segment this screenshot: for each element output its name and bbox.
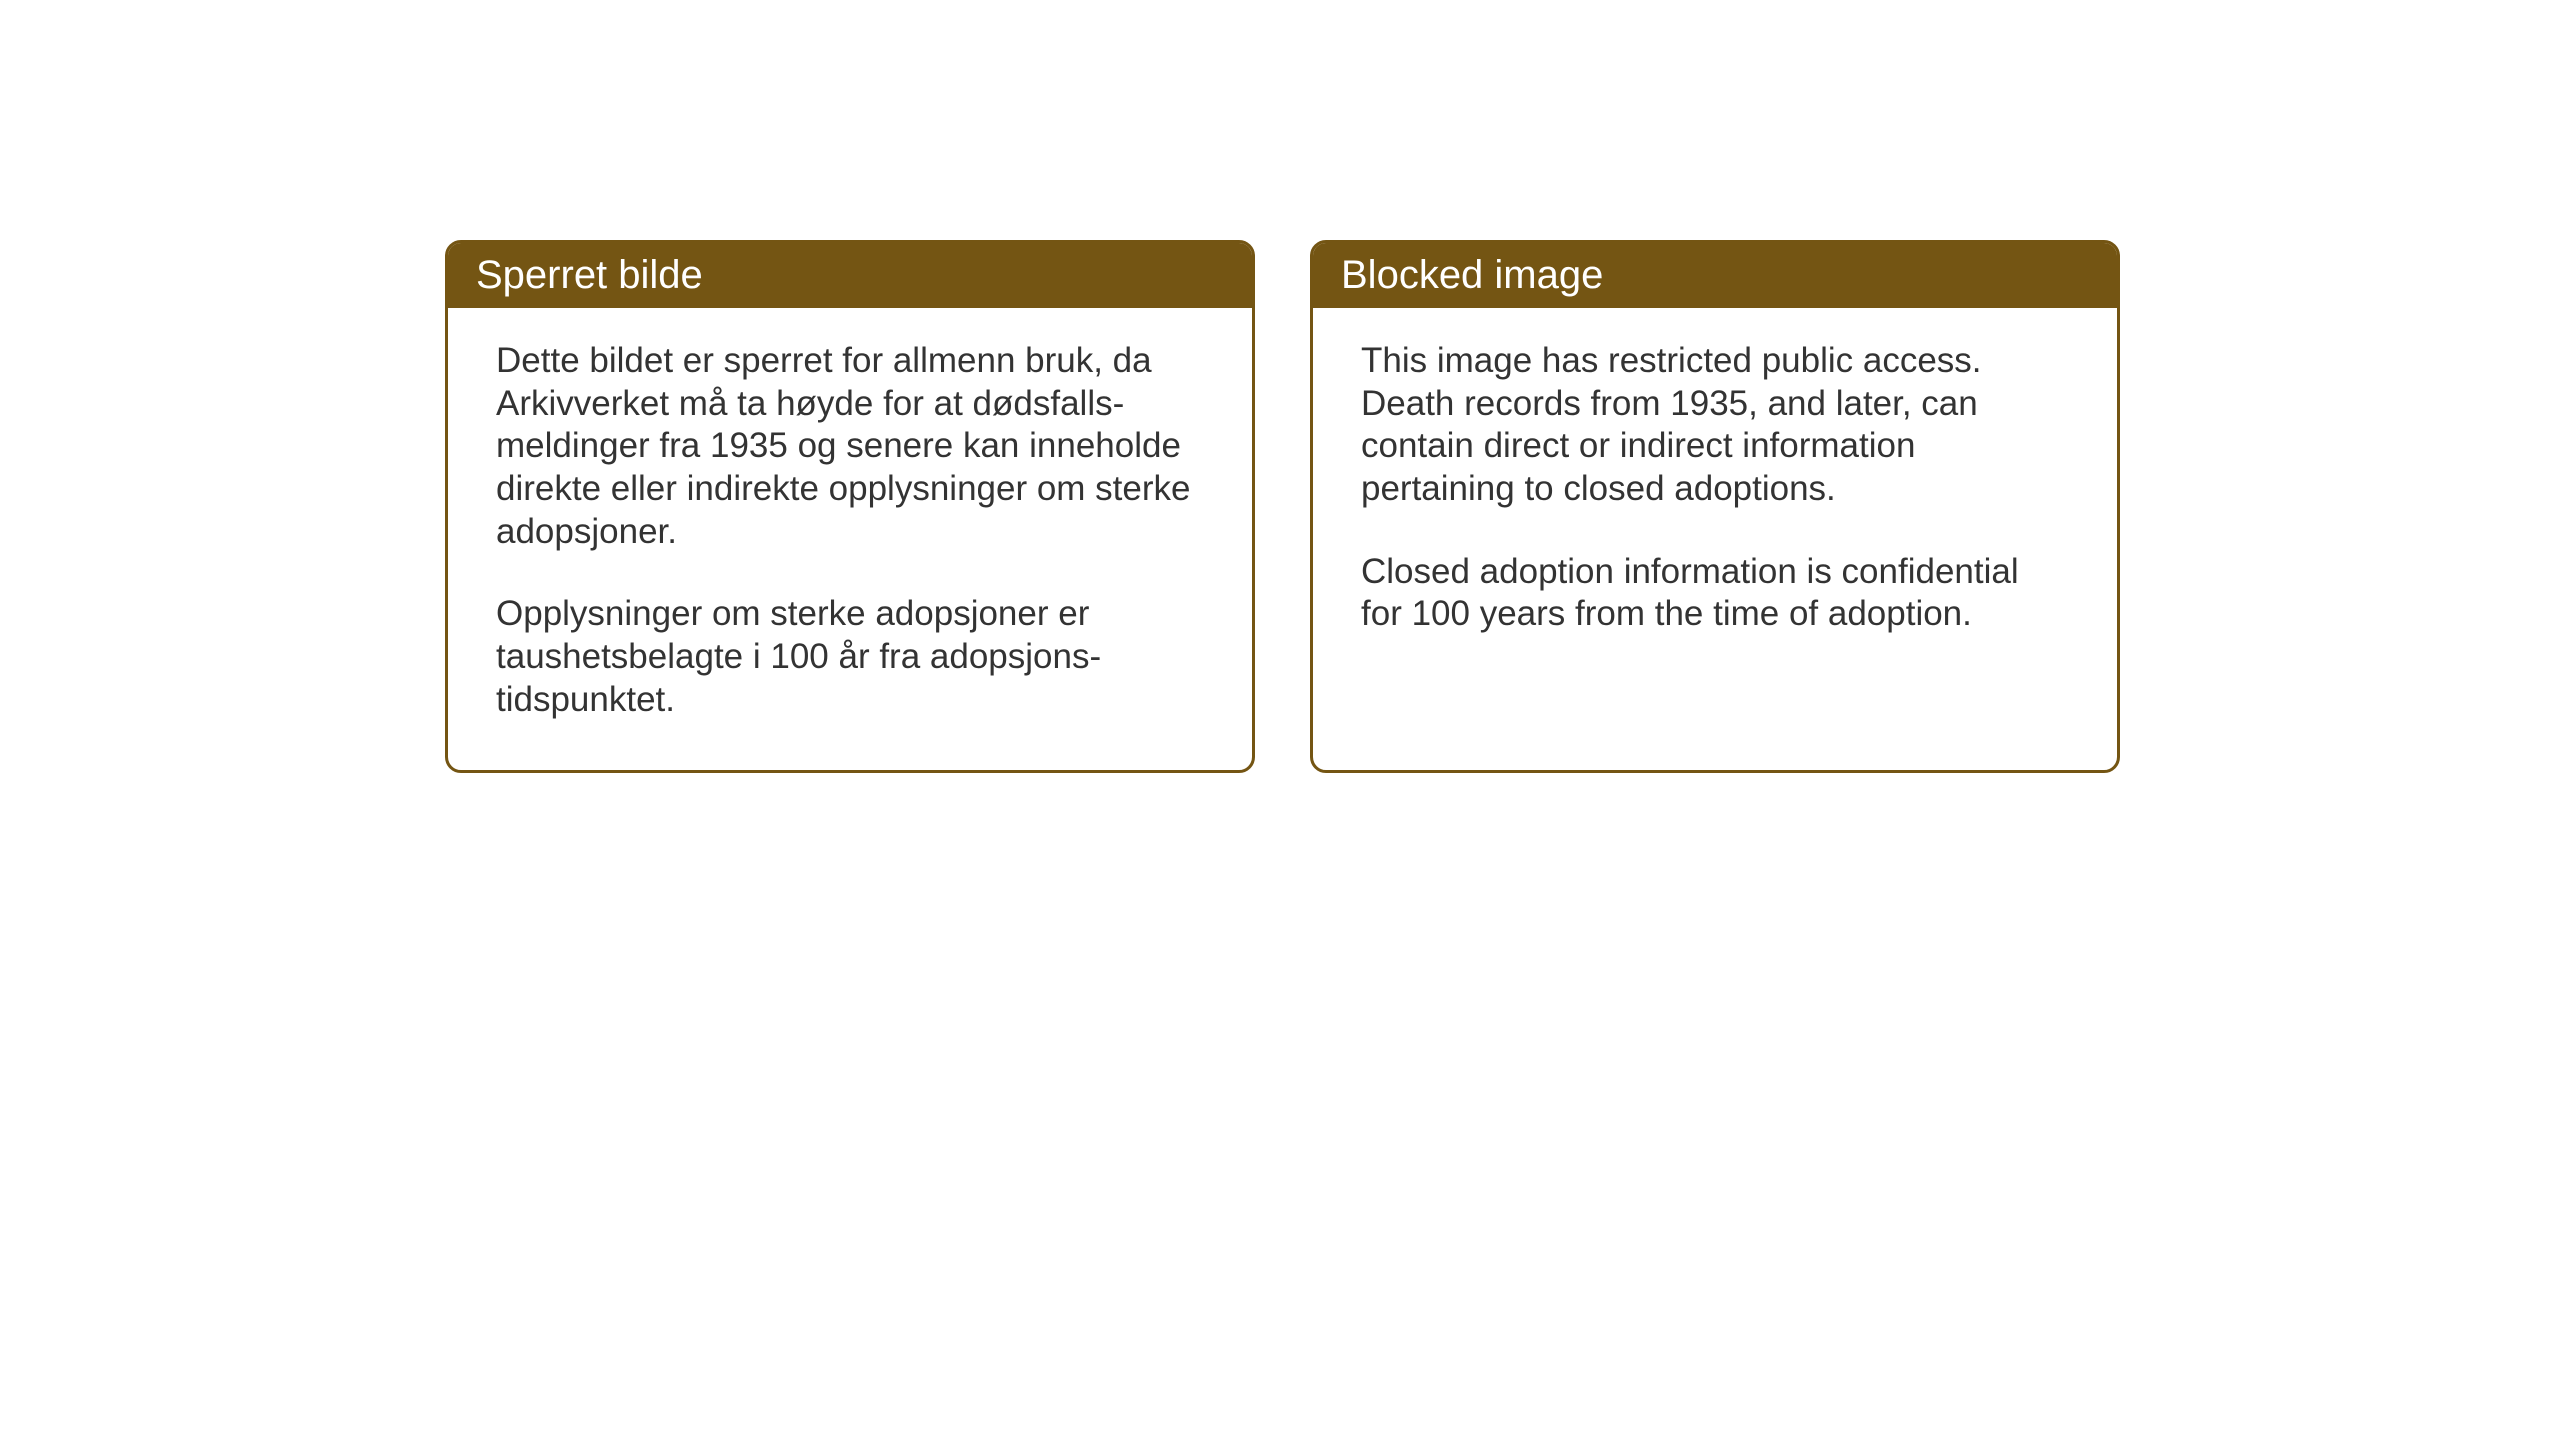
norwegian-paragraph-2: Opplysninger om sterke adopsjoner er tau… (496, 593, 1204, 721)
english-panel-title: Blocked image (1313, 243, 2117, 308)
norwegian-panel-body: Dette bildet er sperret for allmenn bruk… (448, 308, 1252, 770)
message-panels-container: Sperret bilde Dette bildet er sperret fo… (445, 240, 2120, 773)
english-paragraph-1: This image has restricted public access.… (1361, 340, 2069, 511)
english-panel-body: This image has restricted public access.… (1313, 308, 2117, 684)
norwegian-message-panel: Sperret bilde Dette bildet er sperret fo… (445, 240, 1255, 773)
english-paragraph-2: Closed adoption information is confident… (1361, 551, 2069, 636)
norwegian-panel-title: Sperret bilde (448, 243, 1252, 308)
norwegian-panel-text: Dette bildet er sperret for allmenn bruk… (496, 340, 1204, 722)
norwegian-paragraph-1: Dette bildet er sperret for allmenn bruk… (496, 340, 1204, 553)
english-message-panel: Blocked image This image has restricted … (1310, 240, 2120, 773)
english-panel-text: This image has restricted public access.… (1361, 340, 2069, 636)
